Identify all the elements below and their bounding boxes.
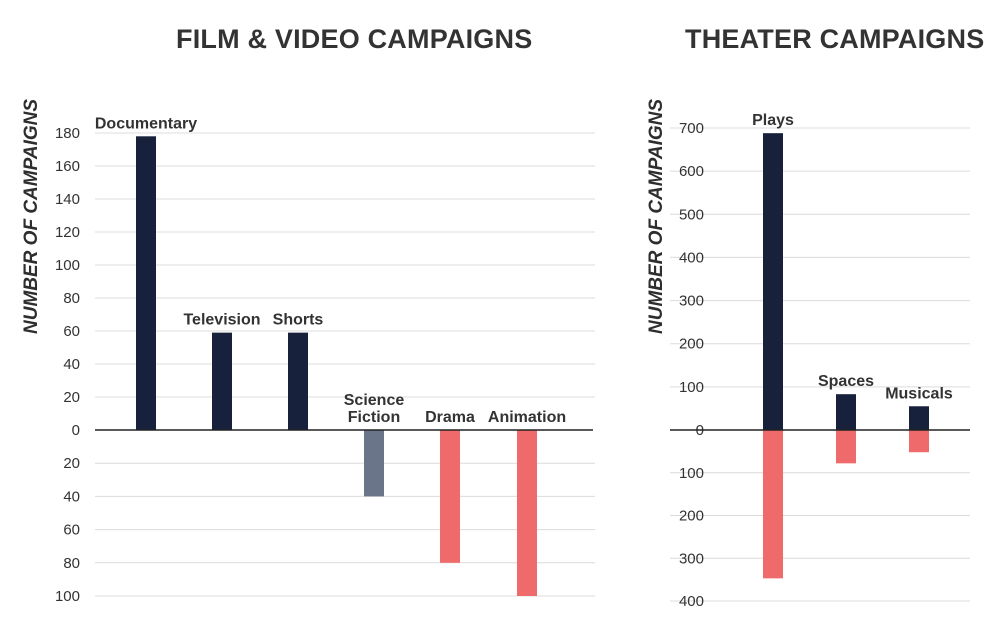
film-y-tick-label: 60 <box>63 522 80 539</box>
theater-y-tick-label: 300 <box>679 550 704 567</box>
film-category-label: Science <box>344 392 405 409</box>
film-bar-documentary <box>136 136 156 431</box>
film-category-label: Shorts <box>273 312 324 329</box>
theater-y-tick-label: 200 <box>679 336 704 353</box>
film-y-tick-label: 100 <box>55 588 80 605</box>
theater-y-tick-label: 400 <box>679 249 704 266</box>
film-y-tick-label: 160 <box>55 158 80 175</box>
theater-bar-plays <box>763 430 783 579</box>
film-y-tick-label: 80 <box>63 555 80 572</box>
film-y-tick-label: 120 <box>55 224 80 241</box>
film-bar-science-fiction <box>364 430 384 497</box>
film-category-label: Fiction <box>348 409 400 426</box>
theater-category-label: Plays <box>752 112 794 129</box>
film-y-tick-label: 80 <box>63 290 80 307</box>
theater-chart-title: THEATER CAMPAIGNS <box>685 24 985 54</box>
theater-category-label: Musicals <box>885 385 953 402</box>
film-y-tick-label: 180 <box>55 125 80 142</box>
film-bar-animation <box>517 430 537 596</box>
film-y-tick-label: 20 <box>63 389 80 406</box>
film-category-label: Animation <box>488 409 566 426</box>
film-y-tick-label: 40 <box>63 356 80 373</box>
film-y-tick-label: 20 <box>63 455 80 472</box>
theater-y-tick-label: 400 <box>679 593 704 610</box>
theater-category-label: Spaces <box>818 373 874 390</box>
film-y-tick-label: 0 <box>72 422 80 439</box>
film-y-tick-label: 40 <box>63 488 80 505</box>
film-bar-drama <box>440 430 460 563</box>
theater-y-tick-label: 500 <box>679 206 704 223</box>
film-chart-title: FILM & VIDEO CAMPAIGNS <box>176 24 533 54</box>
film-category-label: Documentary <box>95 115 197 132</box>
theater-y-tick-label: 700 <box>679 120 704 137</box>
film-bar-television <box>212 332 232 430</box>
theater-bar-musicals <box>909 406 929 430</box>
film-category-label: Drama <box>425 409 475 426</box>
theater-bar-spaces <box>836 394 856 430</box>
film-y-tick-label: 60 <box>63 323 80 340</box>
film-y-tick-label: 140 <box>55 191 80 208</box>
theater-bar-plays <box>763 133 783 431</box>
theater-y-tick-label: 600 <box>679 163 704 180</box>
theater-y-tick-label: 100 <box>679 465 704 482</box>
theater-bar-musicals <box>909 430 929 453</box>
theater-bar-spaces <box>836 430 856 464</box>
film-y-tick-label: 100 <box>55 257 80 274</box>
theater-y-tick-label: 100 <box>679 379 704 396</box>
film-category-label: Television <box>183 312 260 329</box>
theater-y-tick-label: 300 <box>679 293 704 310</box>
theater-y-tick-label: 200 <box>679 508 704 525</box>
film-bar-shorts <box>288 332 308 430</box>
